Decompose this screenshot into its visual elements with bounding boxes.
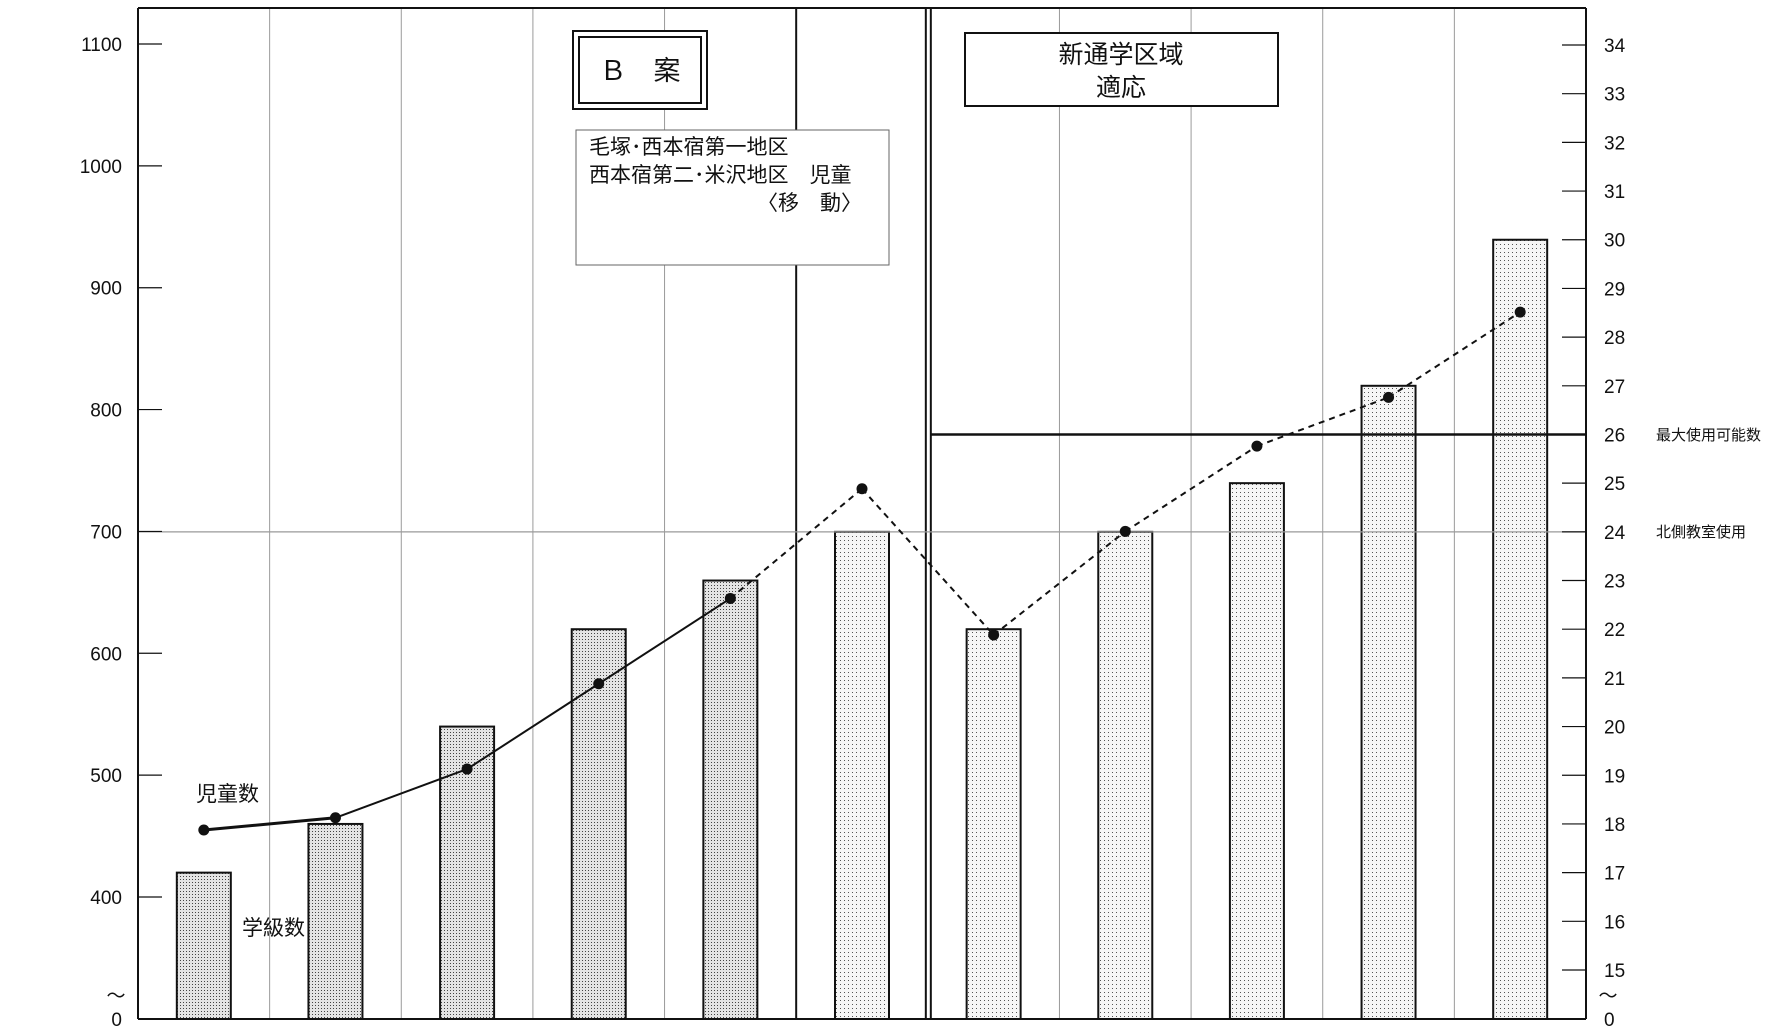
bar-class-count <box>1228 482 1285 1020</box>
left-tick-label: 1100 <box>81 35 122 56</box>
axes: 0 400 500 600 700 800 900 1000 1100 0 15 16 17 18 19 20… <box>80 7 1626 1029</box>
right-axis-break-mark: 〜 <box>1598 986 1617 1007</box>
right-tick-label: 18 <box>1604 815 1625 836</box>
children-line-segment <box>1256 396 1389 448</box>
move-note-line2: 西本宿第二･米沢地区 児童 <box>589 163 852 187</box>
children-data-point <box>988 629 1000 641</box>
move-note-line1: 毛塚･西本宿第一地区 <box>589 135 789 159</box>
right-tick-label: 29 <box>1604 279 1625 300</box>
children-data-point <box>329 812 341 824</box>
right-tick-label: 28 <box>1604 328 1625 349</box>
max-usable-label: 最大使用可能数 <box>1656 426 1761 444</box>
plan-box: Ｂ 案 <box>572 30 708 110</box>
bars <box>175 238 1549 1021</box>
right-tick-label: 20 <box>1604 718 1625 739</box>
bar-class-count <box>1360 384 1417 1020</box>
right-tick-label: 33 <box>1604 85 1625 106</box>
children-count-label: 児童数 <box>196 782 259 806</box>
children-line-segment <box>1124 445 1258 533</box>
right-tick-label: 16 <box>1604 912 1625 933</box>
children-data-point <box>461 763 473 775</box>
left-tick-label: 1000 <box>80 157 122 178</box>
right-tick-label: 31 <box>1604 182 1625 203</box>
left-axis-break-mark: 〜 <box>106 986 125 1007</box>
children-data-point <box>724 592 736 604</box>
right-tick-label: 30 <box>1604 231 1625 252</box>
right-tick-label: 27 <box>1604 377 1625 398</box>
children-data-point <box>1119 525 1131 537</box>
left-tick-label: 500 <box>90 766 122 787</box>
bar-class-count <box>834 530 890 1020</box>
children-data-point <box>1251 440 1263 452</box>
children-data-point <box>198 824 210 836</box>
children-data-point <box>1514 306 1526 318</box>
left-tick-label: 400 <box>90 888 122 909</box>
move-note-line3: 〈移 動〉 <box>757 191 862 215</box>
reference-lines <box>138 433 1586 533</box>
left-tick-label: 700 <box>90 522 122 543</box>
left-tick-label: 900 <box>90 279 122 300</box>
bar-class-count <box>965 628 1022 1020</box>
class-count-label: 学級数 <box>242 916 305 940</box>
left-tick-label: 0 <box>111 1010 122 1029</box>
right-tick-label: 21 <box>1604 669 1625 690</box>
right-tick-label: 26 <box>1604 425 1625 446</box>
children-line-segment <box>335 768 468 819</box>
right-tick-label: 32 <box>1604 133 1625 154</box>
right-tick-label: 15 <box>1604 961 1625 982</box>
children-line <box>198 306 1526 836</box>
children-data-point <box>593 678 605 690</box>
right-tick-label: 17 <box>1604 864 1625 885</box>
right-tick-label: 0 <box>1604 1010 1615 1029</box>
new-district-box: 新通学区域 適応 <box>964 32 1279 107</box>
bar-class-count <box>1492 238 1549 1021</box>
new-district-line2: 適応 <box>1096 73 1146 102</box>
right-tick-label: 22 <box>1604 620 1625 641</box>
left-tick-label: 600 <box>90 644 122 665</box>
left-tick-label: 800 <box>90 401 122 422</box>
bar-class-count <box>307 822 364 1021</box>
right-tick-label: 24 <box>1604 523 1626 544</box>
children-line-segment <box>598 597 731 685</box>
bar-class-count <box>1097 530 1154 1020</box>
bar-class-count <box>570 628 627 1020</box>
children-line-segment <box>993 530 1126 636</box>
right-tick-label: 25 <box>1604 474 1625 495</box>
right-tick-label: 23 <box>1604 572 1625 593</box>
right-tick-label: 19 <box>1604 766 1625 787</box>
children-line-segment <box>1388 311 1521 399</box>
new-district-line1: 新通学区域 <box>1058 40 1183 69</box>
north-classroom-label: 北側教室使用 <box>1656 523 1746 541</box>
right-tick-label: 34 <box>1604 36 1626 57</box>
bar-class-count <box>175 871 232 1021</box>
bar-class-count <box>702 579 759 1020</box>
children-data-point <box>856 483 868 495</box>
children-line-segment <box>203 816 336 832</box>
children-line-segment <box>466 682 600 770</box>
children-data-point <box>1383 391 1395 403</box>
plan-box-label: Ｂ 案 <box>600 56 681 87</box>
move-note-box: 毛塚･西本宿第一地区 西本宿第二･米沢地区 児童 〈移 動〉 <box>575 129 890 266</box>
